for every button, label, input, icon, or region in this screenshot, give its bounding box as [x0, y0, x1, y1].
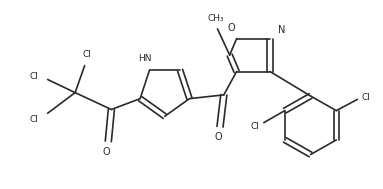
Text: O: O	[227, 23, 235, 33]
Text: HN: HN	[138, 54, 152, 63]
Text: Cl: Cl	[29, 115, 38, 124]
Text: N: N	[278, 25, 285, 35]
Text: O: O	[103, 147, 110, 157]
Text: Cl: Cl	[251, 122, 260, 131]
Text: O: O	[214, 132, 222, 142]
Text: Cl: Cl	[361, 93, 370, 102]
Text: Cl: Cl	[29, 72, 38, 81]
Text: CH₃: CH₃	[207, 14, 224, 23]
Text: Cl: Cl	[83, 50, 92, 59]
